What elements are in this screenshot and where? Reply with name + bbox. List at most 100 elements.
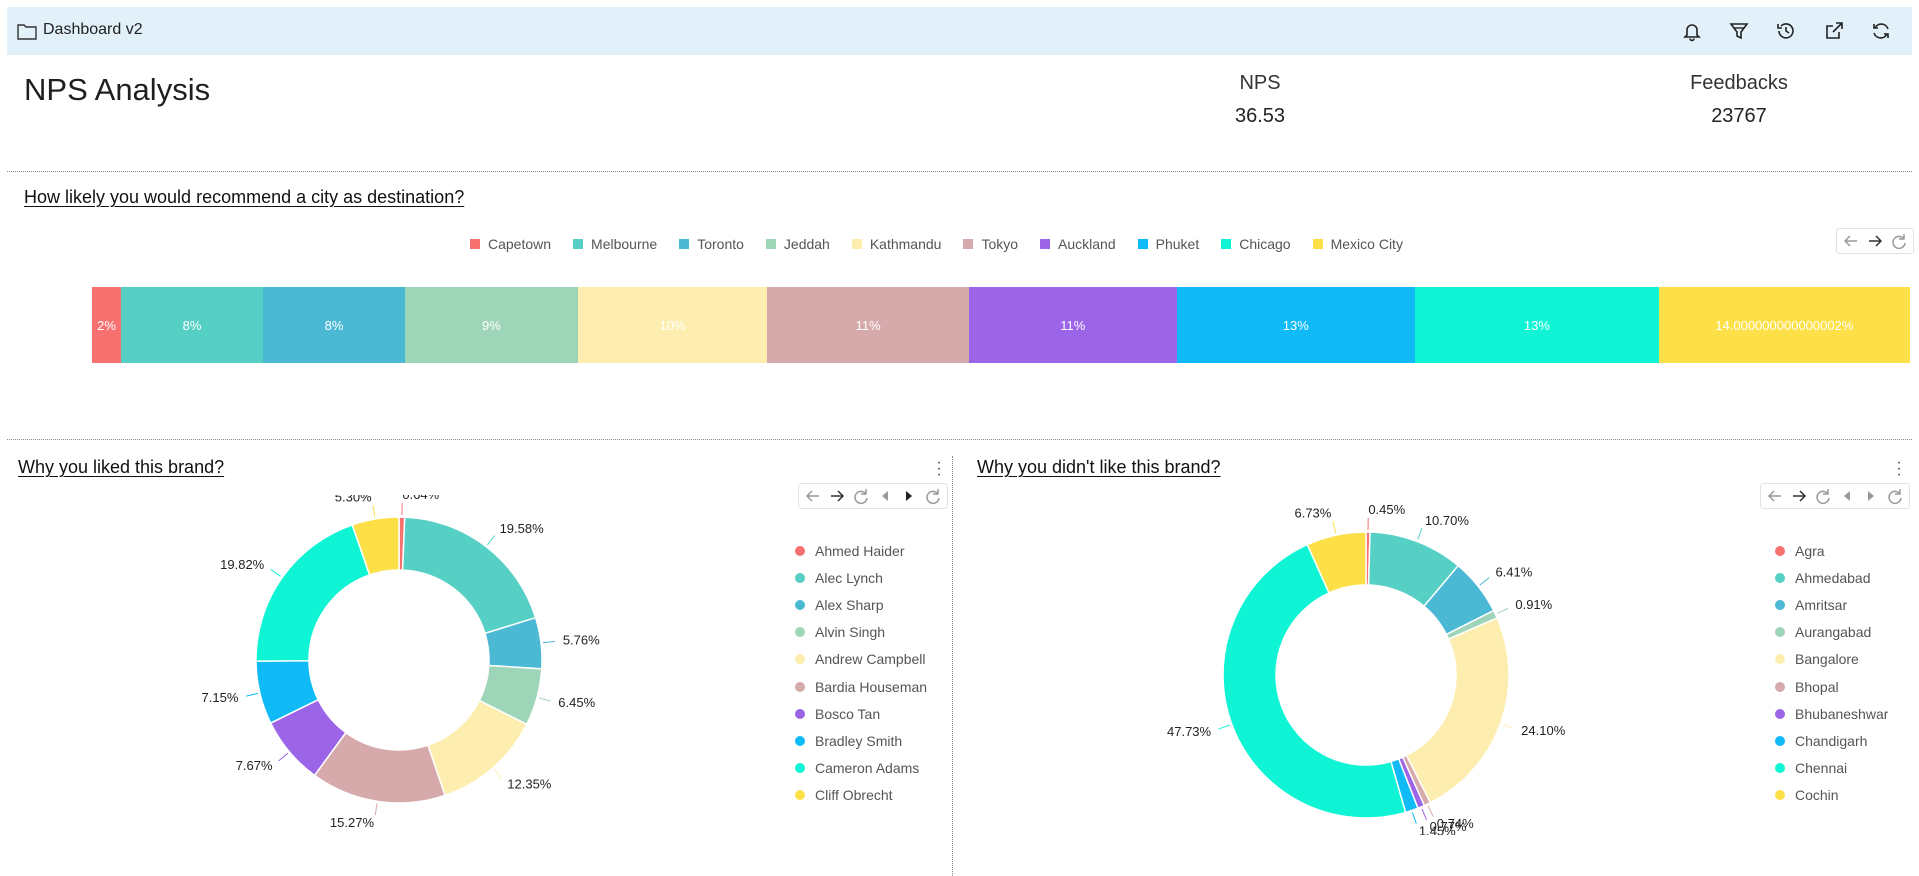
legend-item-capetown[interactable]: Capetown [470, 236, 551, 252]
bar-segment-mexico-city[interactable]: 14.000000000000002% [1658, 287, 1910, 363]
donut-slice-cochin[interactable] [1306, 531, 1367, 594]
legend-dot [795, 654, 805, 665]
legend-item-bhopal[interactable]: Bhopal [1775, 673, 1888, 700]
bar-segment-melbourne[interactable]: 8% [121, 287, 264, 363]
legend-item-alec-lynch[interactable]: Alec Lynch [795, 564, 927, 591]
bar-segment-capetown[interactable]: 2% [92, 287, 122, 363]
donut-data-label: 19.58% [500, 521, 545, 536]
legend-item-ahmed-haider[interactable]: Ahmed Haider [795, 537, 927, 564]
bar-segment-tokyo[interactable]: 11% [767, 287, 970, 363]
bell-icon[interactable] [1681, 20, 1703, 42]
reset-icon[interactable] [1889, 231, 1909, 251]
bar-segment-toronto[interactable]: 8% [263, 287, 405, 363]
legend-item-chicago[interactable]: Chicago [1221, 236, 1291, 252]
legend-dot [1775, 763, 1785, 774]
legend-item-bardia-houseman[interactable]: Bardia Houseman [795, 673, 927, 700]
legend-item-cameron-adams[interactable]: Cameron Adams [795, 755, 927, 782]
legend-item-chandigarh[interactable]: Chandigarh [1775, 727, 1888, 754]
donut-slice-bangalore[interactable] [1405, 616, 1510, 804]
bar-segment-kathmandu[interactable]: 10% [577, 287, 768, 363]
legend-item-melbourne[interactable]: Melbourne [573, 236, 657, 252]
recommend-stacked-bar: 2% 8% 8% 9% 10% 11% 11% 13% 13% 14.00000000000000… [92, 287, 1910, 363]
bar-segment-jeddah[interactable]: 9% [404, 287, 578, 363]
donut-slice-cliff-obrecht[interactable] [351, 516, 400, 576]
disliked-more-menu-icon[interactable]: · · · [1896, 454, 1902, 483]
arrow-left-icon[interactable] [1841, 231, 1861, 251]
legend-item-cliff-obrecht[interactable]: Cliff Obrecht [795, 782, 927, 809]
donut-leader-line [1427, 805, 1434, 818]
legend-item-aurangabad[interactable]: Aurangabad [1775, 619, 1888, 646]
legend-item-bradley-smith[interactable]: Bradley Smith [795, 727, 927, 754]
liked-more-menu-icon[interactable]: · · · [936, 454, 942, 483]
kpi-value: 23767 [1711, 105, 1767, 127]
legend-item-kathmandu[interactable]: Kathmandu [851, 236, 942, 252]
legend-item-ahmedabad[interactable]: Ahmedabad [1775, 564, 1888, 591]
donut-data-label: 6.41% [1495, 565, 1532, 580]
legend-dot [795, 627, 805, 638]
legend-item-auckland[interactable]: Auckland [1040, 236, 1116, 252]
legend-swatch [963, 239, 974, 249]
legend-item-mexico-city[interactable]: Mexico City [1312, 236, 1403, 252]
legend-item-bangalore[interactable]: Bangalore [1775, 646, 1888, 673]
legend-label: Cochin [1795, 787, 1839, 804]
legend-item-cochin[interactable]: Cochin [1775, 782, 1888, 809]
filter-icon[interactable] [1728, 20, 1750, 42]
liked-chart-toolbar [798, 483, 948, 509]
bar-segment-phuket[interactable]: 13% [1176, 287, 1415, 363]
disliked-donut-chart: 0.45% 10.70% 6.41% 0.91% 24.10% 0.74%0.77%1.4… [1167, 502, 1566, 835]
legend-item-phuket[interactable]: Phuket [1137, 236, 1199, 252]
legend-item-andrew-campbell[interactable]: Andrew Campbell [795, 646, 927, 673]
reload-icon[interactable] [1885, 486, 1905, 506]
legend-dot [795, 790, 805, 801]
bar-segment-auckland[interactable]: 11% [969, 287, 1177, 363]
legend-dot [1775, 627, 1785, 638]
legend-dot [1775, 572, 1785, 583]
donut-data-label: 6.73% [1294, 506, 1331, 521]
reload-icon[interactable] [923, 486, 943, 506]
reset-icon[interactable] [1813, 486, 1833, 506]
legend-swatch [851, 239, 862, 249]
export-icon[interactable] [1823, 20, 1845, 42]
legend-item-alex-sharp[interactable]: Alex Sharp [795, 591, 927, 618]
legend-label: Kathmandu [869, 236, 942, 252]
legend-item-bosco-tan[interactable]: Bosco Tan [795, 700, 927, 727]
legend-label: Bhopal [1795, 678, 1839, 695]
legend-item-alvin-singh[interactable]: Alvin Singh [795, 619, 927, 646]
legend-swatch [1040, 239, 1051, 249]
kpi-label: NPS [1239, 72, 1281, 94]
donut-leader-line [538, 697, 551, 702]
legend-label: Ahmed Haider [815, 542, 905, 559]
legend-item-amritsar[interactable]: Amritsar [1775, 591, 1888, 618]
reset-icon[interactable] [851, 486, 871, 506]
legend-label: Bardia Houseman [815, 678, 928, 695]
donut-leader-line [278, 752, 289, 762]
arrow-right-icon[interactable] [1865, 231, 1885, 251]
prev-page-icon[interactable] [875, 486, 895, 506]
history-icon[interactable] [1775, 20, 1797, 42]
legend-item-bhubaneshwar[interactable]: Bhubaneshwar [1775, 700, 1888, 727]
bar-segment-chicago[interactable]: 13% [1414, 287, 1659, 363]
legend-item-agra[interactable]: Agra [1775, 537, 1888, 564]
refresh-icon[interactable] [1870, 20, 1892, 42]
dashboard-title: Dashboard v2 [43, 21, 143, 38]
legend-item-toronto[interactable]: Toronto [679, 236, 744, 252]
donut-leader-line [1417, 528, 1423, 540]
legend-label: Alvin Singh [815, 624, 886, 641]
donut-data-label: 6.45% [558, 695, 595, 710]
legend-item-chennai[interactable]: Chennai [1775, 755, 1888, 782]
donut-slice-chennai[interactable] [1222, 543, 1407, 819]
kpi-value: 36.53 [1234, 105, 1286, 127]
donut-leader-line [542, 640, 555, 644]
arrow-left-icon[interactable] [803, 486, 823, 506]
legend-item-jeddah[interactable]: Jeddah [765, 236, 830, 252]
arrow-left-icon[interactable] [1765, 486, 1785, 506]
prev-page-icon[interactable] [1837, 486, 1857, 506]
next-page-icon[interactable] [899, 486, 919, 506]
arrow-right-icon[interactable] [827, 486, 847, 506]
donut-leader-line [486, 535, 496, 546]
legend-item-tokyo[interactable]: Tokyo [963, 236, 1018, 252]
donut-slice-cameron-adams[interactable] [255, 523, 371, 662]
next-page-icon[interactable] [1861, 486, 1881, 506]
legend-label: Alex Sharp [815, 596, 884, 613]
arrow-right-icon[interactable] [1789, 486, 1809, 506]
